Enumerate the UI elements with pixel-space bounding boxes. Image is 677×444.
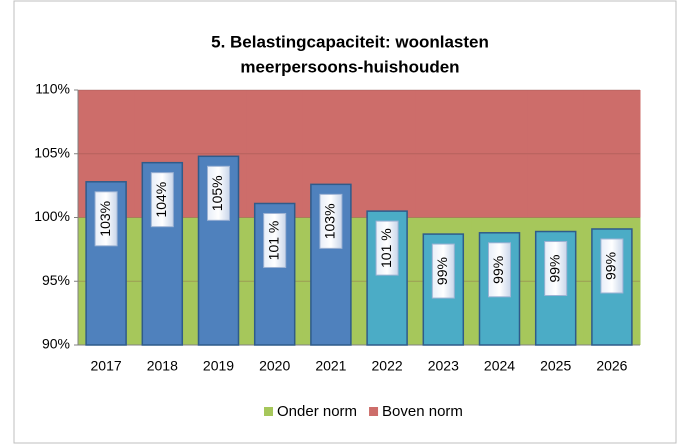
y-tick-label: 110% [35,81,70,97]
value-label-bg [600,238,624,294]
legend-swatch [264,407,273,416]
legend-label: Onder norm [277,403,357,420]
x-tick-label: 2025 [540,358,571,374]
legend-swatch [369,407,379,416]
area-segment [527,90,585,218]
value-label-bg [207,165,230,221]
value-label: 99% [603,252,619,280]
x-tick-label: 2026 [596,358,627,374]
value-label: 99% [490,256,506,284]
value-label-bg [319,193,343,249]
value-label-bg [375,220,399,276]
value-label-bg [544,241,568,297]
x-tick-label: 2020 [259,358,290,374]
y-tick-label: 105% [34,144,70,160]
value-label: 101 % [265,221,281,261]
chart-title: 5. Belastingcapaciteit: woonlasten [211,32,489,51]
value-label-bg [94,191,118,247]
value-label: 103% [97,201,113,237]
area-segment [246,90,304,218]
x-tick-label: 2022 [372,358,403,374]
value-label-bg [488,242,511,298]
x-tick-label: 2018 [147,358,178,374]
x-tick-label: 2017 [91,358,122,374]
area-segment [359,90,416,218]
value-label: 101 % [378,228,394,268]
value-label: 103% [322,203,338,239]
area-segment [471,90,529,218]
x-tick-label: 2021 [315,358,346,374]
value-label: 99% [434,257,450,285]
value-label-bg [431,243,455,299]
value-label: 105% [209,175,225,211]
y-tick-label: 100% [34,208,70,224]
value-label: 99% [546,255,562,283]
x-tick-label: 2019 [203,358,234,374]
area-segment [583,90,641,218]
chart-title: meerpersoons-huishouden [240,57,459,76]
y-tick-label: 90% [42,336,70,352]
value-label: 104% [153,182,169,218]
area-segment [415,90,472,218]
y-tick-label: 95% [42,272,70,288]
value-label-bg [263,212,287,268]
x-tick-label: 2023 [428,358,459,374]
value-label-bg [150,172,174,228]
x-tick-label: 2024 [484,358,515,374]
legend-label: Boven norm [382,403,463,420]
